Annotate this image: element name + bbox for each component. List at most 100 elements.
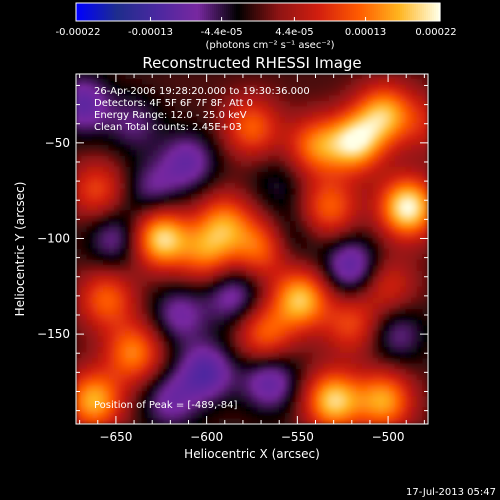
heatmap-cell: [103, 303, 110, 310]
heatmap-cell: [383, 369, 390, 376]
heatmap-cell: [378, 270, 385, 277]
heatmap-cell: [405, 308, 412, 316]
heatmap-cell: [224, 95, 231, 102]
heatmap-cell: [191, 79, 198, 86]
heatmap-cell: [76, 259, 82, 266]
heatmap-cell: [378, 303, 385, 310]
heatmap-cell: [400, 385, 407, 392]
heatmap-cell: [174, 297, 181, 305]
heatmap-cell: [169, 221, 176, 228]
heatmap-cell: [400, 265, 407, 272]
heatmap-cell: [301, 379, 308, 387]
heatmap-cell: [191, 199, 198, 206]
heatmap-cell: [290, 133, 297, 141]
heatmap-cell: [169, 199, 176, 206]
heatmap-cell: [224, 122, 231, 130]
heatmap-cell: [114, 270, 121, 277]
heatmap-cell: [141, 74, 148, 80]
heatmap-cell: [279, 183, 286, 190]
heatmap-cell: [213, 396, 220, 403]
heatmap-cell: [301, 297, 308, 305]
heatmap-cell: [240, 215, 247, 223]
heatmap-cell: [262, 210, 269, 217]
heatmap-cell: [383, 155, 390, 162]
heatmap-cell: [158, 314, 165, 321]
heatmap-cell: [422, 412, 428, 420]
heatmap-cell: [191, 270, 198, 277]
heatmap-cell: [295, 286, 302, 294]
heatmap-cell: [86, 276, 93, 283]
heatmap-cell: [295, 232, 302, 239]
heatmap-cell: [119, 95, 126, 102]
heatmap-cell: [125, 352, 132, 359]
heatmap-cell: [268, 79, 275, 86]
heatmap-cell: [323, 270, 330, 277]
heatmap-cell: [361, 369, 368, 376]
heatmap-cell: [97, 177, 104, 184]
heatmap-cell: [328, 90, 335, 97]
heatmap-cell: [361, 314, 368, 321]
heatmap-cell: [383, 341, 390, 348]
heatmap-cell: [290, 248, 297, 255]
heatmap-cell: [235, 418, 242, 424]
heatmap-cell: [202, 155, 209, 162]
heatmap-cell: [312, 101, 319, 108]
heatmap-cell: [240, 144, 247, 152]
heatmap-cell: [103, 352, 110, 359]
heatmap-cell: [284, 314, 291, 321]
heatmap-cell: [218, 418, 225, 424]
heatmap-cell: [416, 139, 423, 146]
heatmap-cell: [323, 117, 330, 124]
heatmap-cell: [273, 412, 280, 420]
heatmap-cell: [114, 237, 121, 245]
heatmap-cell: [180, 226, 187, 234]
heatmap-cell: [207, 259, 214, 266]
heatmap-cell: [405, 155, 412, 162]
heatmap-cell: [372, 204, 379, 212]
heatmap-cell: [306, 204, 313, 212]
heatmap-cell: [235, 385, 242, 392]
heatmap-cell: [152, 117, 159, 124]
heatmap-cell: [422, 379, 428, 387]
heatmap-cell: [317, 243, 324, 250]
heatmap-cell: [97, 117, 104, 124]
colorbar-cell: [256, 3, 259, 21]
colorbar-cell: [176, 3, 179, 21]
heatmap-cell: [207, 215, 214, 223]
heatmap-cell: [191, 276, 198, 283]
heatmap-cell: [174, 90, 181, 97]
heatmap-cell: [191, 390, 198, 398]
heatmap-cell: [180, 215, 187, 223]
heatmap-cell: [147, 336, 154, 343]
heatmap-cell: [141, 325, 148, 332]
heatmap-cell: [141, 303, 148, 310]
heatmap-cell: [323, 166, 330, 173]
heatmap-cell: [229, 314, 236, 321]
heatmap-cell: [411, 188, 418, 195]
heatmap-cell: [174, 106, 181, 113]
heatmap-cell: [339, 265, 346, 272]
heatmap-cell: [152, 128, 159, 135]
heatmap-cell: [169, 161, 176, 168]
heatmap-cell: [141, 101, 148, 108]
heatmap-cell: [119, 254, 126, 261]
heatmap-cell: [158, 111, 165, 119]
heatmap-cell: [207, 226, 214, 234]
heatmap-cell: [136, 396, 143, 403]
heatmap-cell: [218, 259, 225, 266]
heatmap-cell: [152, 243, 159, 250]
heatmap-cell: [350, 297, 357, 305]
heatmap-cell: [125, 401, 132, 409]
heatmap-cell: [136, 84, 143, 91]
colorbar-cell: [248, 3, 251, 21]
heatmap-cell: [411, 308, 418, 316]
heatmap-cell: [422, 358, 428, 365]
heatmap-cell: [378, 199, 385, 206]
heatmap-cell: [81, 276, 88, 283]
heatmap-cell: [400, 155, 407, 162]
heatmap-cell: [378, 122, 385, 130]
heatmap-cell: [207, 95, 214, 102]
heatmap-cell: [312, 95, 319, 102]
heatmap-cell: [345, 347, 352, 354]
heatmap-cell: [81, 374, 88, 381]
